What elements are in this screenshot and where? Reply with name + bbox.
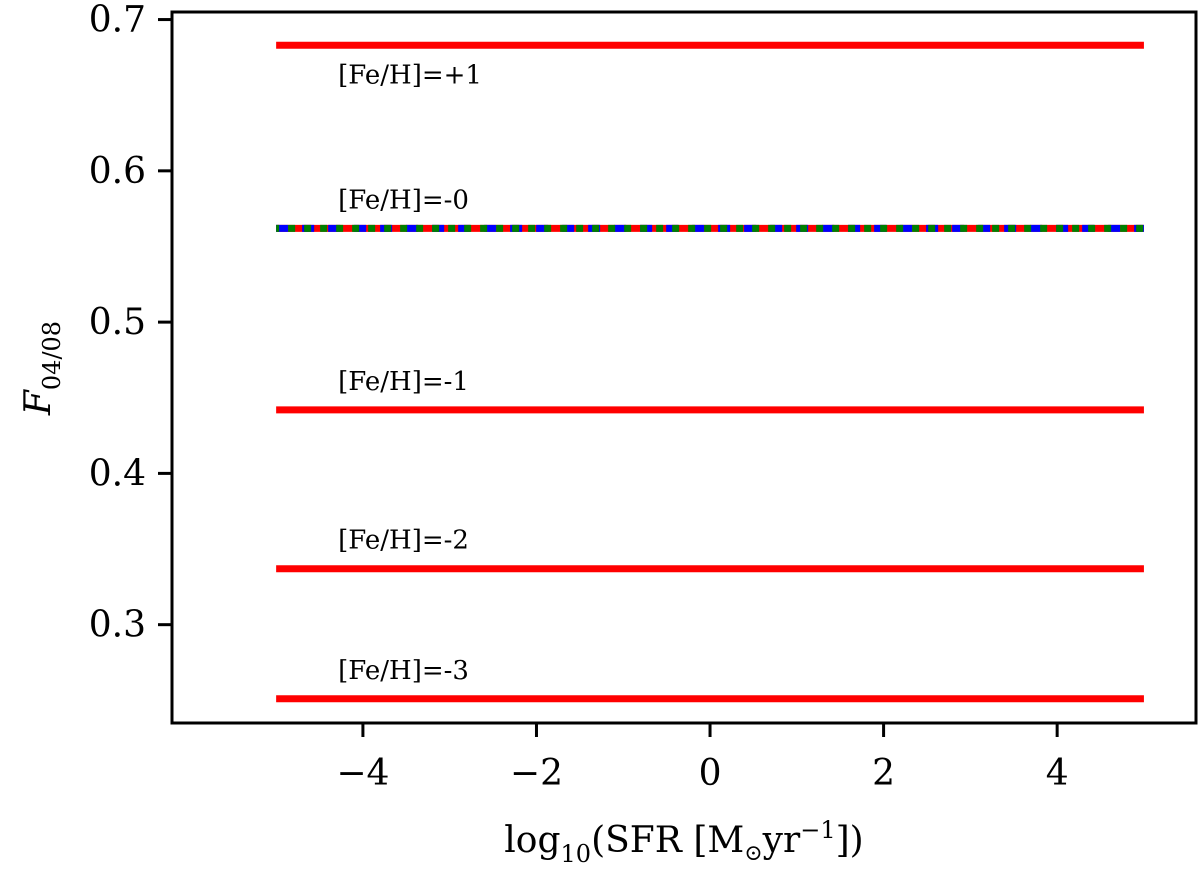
- x-tick-label: 0: [699, 753, 722, 794]
- series-label: [Fe/H]=-1: [338, 367, 469, 397]
- y-tick-label: 0.4: [89, 453, 146, 494]
- x-tick-label: −4: [336, 753, 389, 794]
- y-tick-label: 0.7: [89, 0, 146, 41]
- x-axis-title: log10(SFR [M⊙yr−1]): [504, 816, 863, 868]
- x-tick-label: 4: [1046, 753, 1069, 794]
- axes-frame: [170, 10, 1198, 725]
- y-tick-label: 0.3: [89, 605, 146, 646]
- y-tick-label: 0.5: [89, 302, 146, 343]
- series-label: [Fe/H]=+1: [338, 60, 482, 90]
- series-label: [Fe/H]=-0: [338, 185, 469, 215]
- y-tick-label: 0.6: [89, 151, 146, 192]
- series-label: [Fe/H]=-2: [338, 526, 469, 556]
- plot-area: [Fe/H]=+1 [Fe/H]=-0 [Fe/H]=-1 [Fe/H]=-2 [Fe/…: [276, 41, 1144, 703]
- y-axis: 0.3 0.4 0.5 0.6 0.7: [89, 0, 172, 646]
- x-axis: −4 −2 0 2 4: [336, 723, 1069, 794]
- x-tick-label: 2: [872, 753, 895, 794]
- y-axis-title: F04/08: [18, 321, 66, 416]
- x-tick-label: −2: [510, 753, 563, 794]
- series-label: [Fe/H]=-3: [338, 656, 469, 686]
